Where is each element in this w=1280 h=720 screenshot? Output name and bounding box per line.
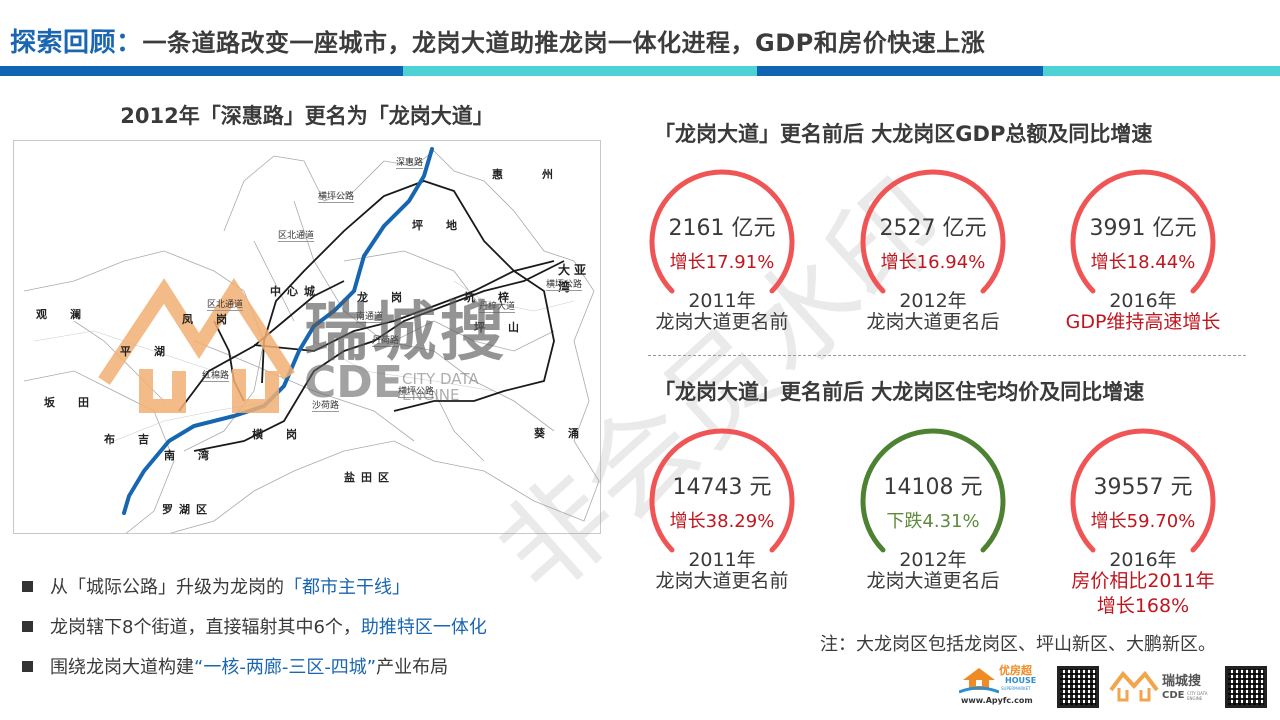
cde-house-icon xyxy=(1109,670,1159,702)
cde-watermark-text: 瑞城搜 xyxy=(304,296,508,370)
map-label-longgang: 龙 岗 xyxy=(357,291,408,304)
road-label-hengping-2: 横坪公路 xyxy=(546,277,583,291)
road-label-danzi: 丹梓大道 xyxy=(479,299,516,313)
ring-arc xyxy=(1070,428,1216,553)
header-bar-1 xyxy=(0,66,403,76)
ring-arc xyxy=(860,169,1006,294)
footnote: 注：大龙岗区包括龙岗区、坪山新区、大鹏新区。 xyxy=(820,634,1216,655)
bullet-item: 围绕龙岗大道构建 “一核-两廊-三区-四城” 产业布局 xyxy=(22,646,487,686)
map-label-fenggang: 凤 岗 xyxy=(182,313,233,326)
qr-code-icon xyxy=(1057,666,1099,708)
qr-code-icon xyxy=(1225,666,1267,708)
map-label-zhongxincheng: 中心城 xyxy=(270,285,321,298)
map-drawing xyxy=(23,147,600,533)
map-label-yantian: 盐田区 xyxy=(344,471,395,484)
road-label-qubei-2: 区北通道 xyxy=(207,297,244,311)
bullet-item: 从「城际公路」升级为龙岗的 「都市主干线」 xyxy=(22,566,487,606)
map-label-guanlan: 观 澜 xyxy=(36,308,87,321)
road-label-shahe: 沙荷路 xyxy=(312,398,340,412)
map-label-buji: 布 吉 xyxy=(104,433,155,446)
map-heading: 2012年「深惠路」更名为「龙岗大道」 xyxy=(120,104,494,128)
map-label-luohu: 罗湖区 xyxy=(162,503,213,516)
ring-arc xyxy=(649,169,795,294)
road-label-nantongdao: 南通道 xyxy=(356,309,384,323)
cde-logo: 瑞城搜 CDE CITY DATA ENGINE xyxy=(1107,662,1217,712)
ring-arc xyxy=(1070,169,1216,294)
road-label-danhe: 丹荷路 xyxy=(372,333,400,347)
map-label-kuichong: 葵 涌 xyxy=(534,427,585,440)
slide-header: 探索回顾：一条道路改变一座城市，龙岗大道助推龙岗一体化进程，GDP和房价快速上涨 xyxy=(0,0,1280,78)
road-label-hengping-1: 横坪公路 xyxy=(318,189,355,203)
ring-arc xyxy=(649,428,795,553)
title-rest: 一条道路改变一座城市，龙岗大道助推龙岗一体化进程，GDP和房价快速上涨 xyxy=(142,29,986,57)
header-bar-4 xyxy=(1043,66,1280,76)
slide-title: 探索回顾：一条道路改变一座城市，龙岗大道助推龙岗一体化进程，GDP和房价快速上涨 xyxy=(10,22,985,59)
map-label-henggang: 横 岗 xyxy=(252,428,303,441)
bullet-list: 从「城际公路」升级为龙岗的 「都市主干线」 龙岗辖下8个街道，直接辐射其中6个，助… xyxy=(22,566,487,686)
map-label-bantian: 坂 田 xyxy=(44,396,95,409)
longgang-avenue-road xyxy=(122,147,434,515)
bullet-item: 龙岗辖下8个街道，直接辐射其中6个， 助推特区一体化 xyxy=(22,606,487,646)
bullet-square-icon xyxy=(22,620,33,632)
cde-watermark-logo-text: CDE xyxy=(304,357,403,408)
bullet-square-icon xyxy=(22,580,33,592)
map-label-pingshan: 坪 山 xyxy=(474,321,525,334)
map-label-nanwan: 南 湾 xyxy=(164,449,215,462)
section-divider xyxy=(648,355,1246,356)
road-label-hongmian: 红棉路 xyxy=(202,368,230,382)
house-logo-icon xyxy=(959,668,999,694)
header-bar-3 xyxy=(757,66,1043,76)
road-label-hengping-3: 横坪公路 xyxy=(398,384,435,398)
road-label-qubei-1: 区北通道 xyxy=(278,228,315,242)
map-label-pingdi: 坪 地 xyxy=(412,219,463,232)
gdp-section-title: 「龙岗大道」更名前后 大龙岗区GDP总额及同比增速 xyxy=(654,122,1153,146)
price-section-title: 「龙岗大道」更名前后 大龙岗区住宅均价及同比增速 xyxy=(654,380,1145,404)
map-label-kengzi: 坑 梓 xyxy=(464,291,515,304)
cde-watermark-subtitle: CITY DATA ENGINE xyxy=(402,370,479,404)
road-label-shenhui: 深惠路 xyxy=(396,155,424,169)
ring-arc xyxy=(860,428,1006,553)
house-supermarket-logo: 优房超 HOUSE SUPERMARKET www.Apyfc.com xyxy=(959,664,1037,705)
bullet-square-icon xyxy=(22,660,33,672)
header-bar-2 xyxy=(403,66,757,76)
map-label-huizhou: 惠 州 xyxy=(492,168,567,181)
title-lead: 探索回顾： xyxy=(10,28,143,58)
footer-logos: 优房超 HOUSE SUPERMARKET www.Apyfc.com 瑞城搜 … xyxy=(955,662,1275,712)
road-map: 惠 州 坪 地 坑 梓 大亚湾 中心城 龙 岗 观 澜 凤 岗 坪 山 平 湖 … xyxy=(13,140,601,534)
map-label-pinghu: 平 湖 xyxy=(120,345,171,358)
